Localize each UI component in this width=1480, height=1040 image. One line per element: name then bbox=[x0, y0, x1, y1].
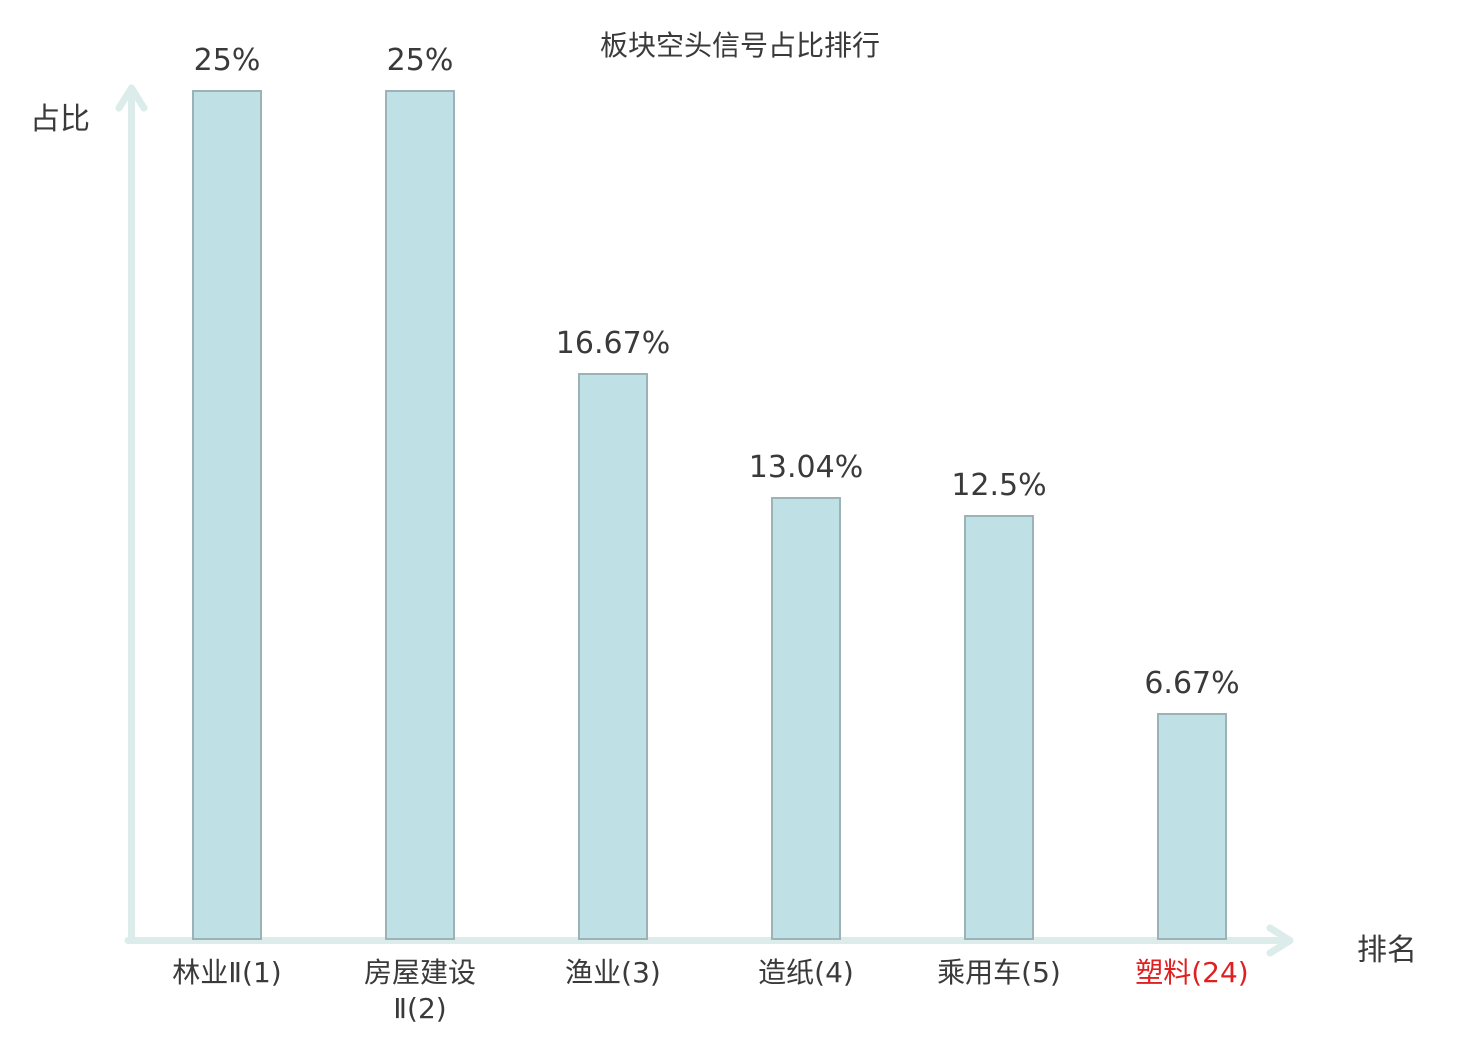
y-axis-arrowhead bbox=[115, 84, 148, 112]
bar-category-label: 林业Ⅱ(1) bbox=[172, 956, 282, 989]
bar bbox=[385, 90, 455, 940]
bar-category-label: 乘用车(5) bbox=[937, 956, 1061, 989]
bar-category-label: 造纸(4) bbox=[758, 956, 854, 989]
bar bbox=[1157, 713, 1227, 940]
x-axis-label: 排名 bbox=[1357, 933, 1417, 968]
bar-category-label: 渔业(3) bbox=[565, 956, 661, 989]
y-axis-label: 占比 bbox=[30, 102, 90, 137]
bar-value-label: 25% bbox=[193, 43, 261, 78]
bar-value-label: 13.04% bbox=[748, 450, 864, 485]
bar-category-label: 房屋建设Ⅱ(2) bbox=[363, 956, 476, 1025]
bar bbox=[771, 497, 841, 940]
bar bbox=[578, 373, 648, 940]
bar-value-label: 16.67% bbox=[555, 326, 671, 361]
chart-title: 板块空头信号占比排行 bbox=[599, 29, 881, 62]
bar bbox=[964, 515, 1034, 940]
bar-category-label: 塑料(24) bbox=[1135, 956, 1249, 989]
bar-value-label: 6.67% bbox=[1144, 666, 1240, 701]
bar-value-label: 12.5% bbox=[951, 468, 1047, 503]
bar-value-label: 25% bbox=[386, 43, 454, 78]
x-axis-arrowhead bbox=[1266, 924, 1294, 957]
bar bbox=[192, 90, 262, 940]
